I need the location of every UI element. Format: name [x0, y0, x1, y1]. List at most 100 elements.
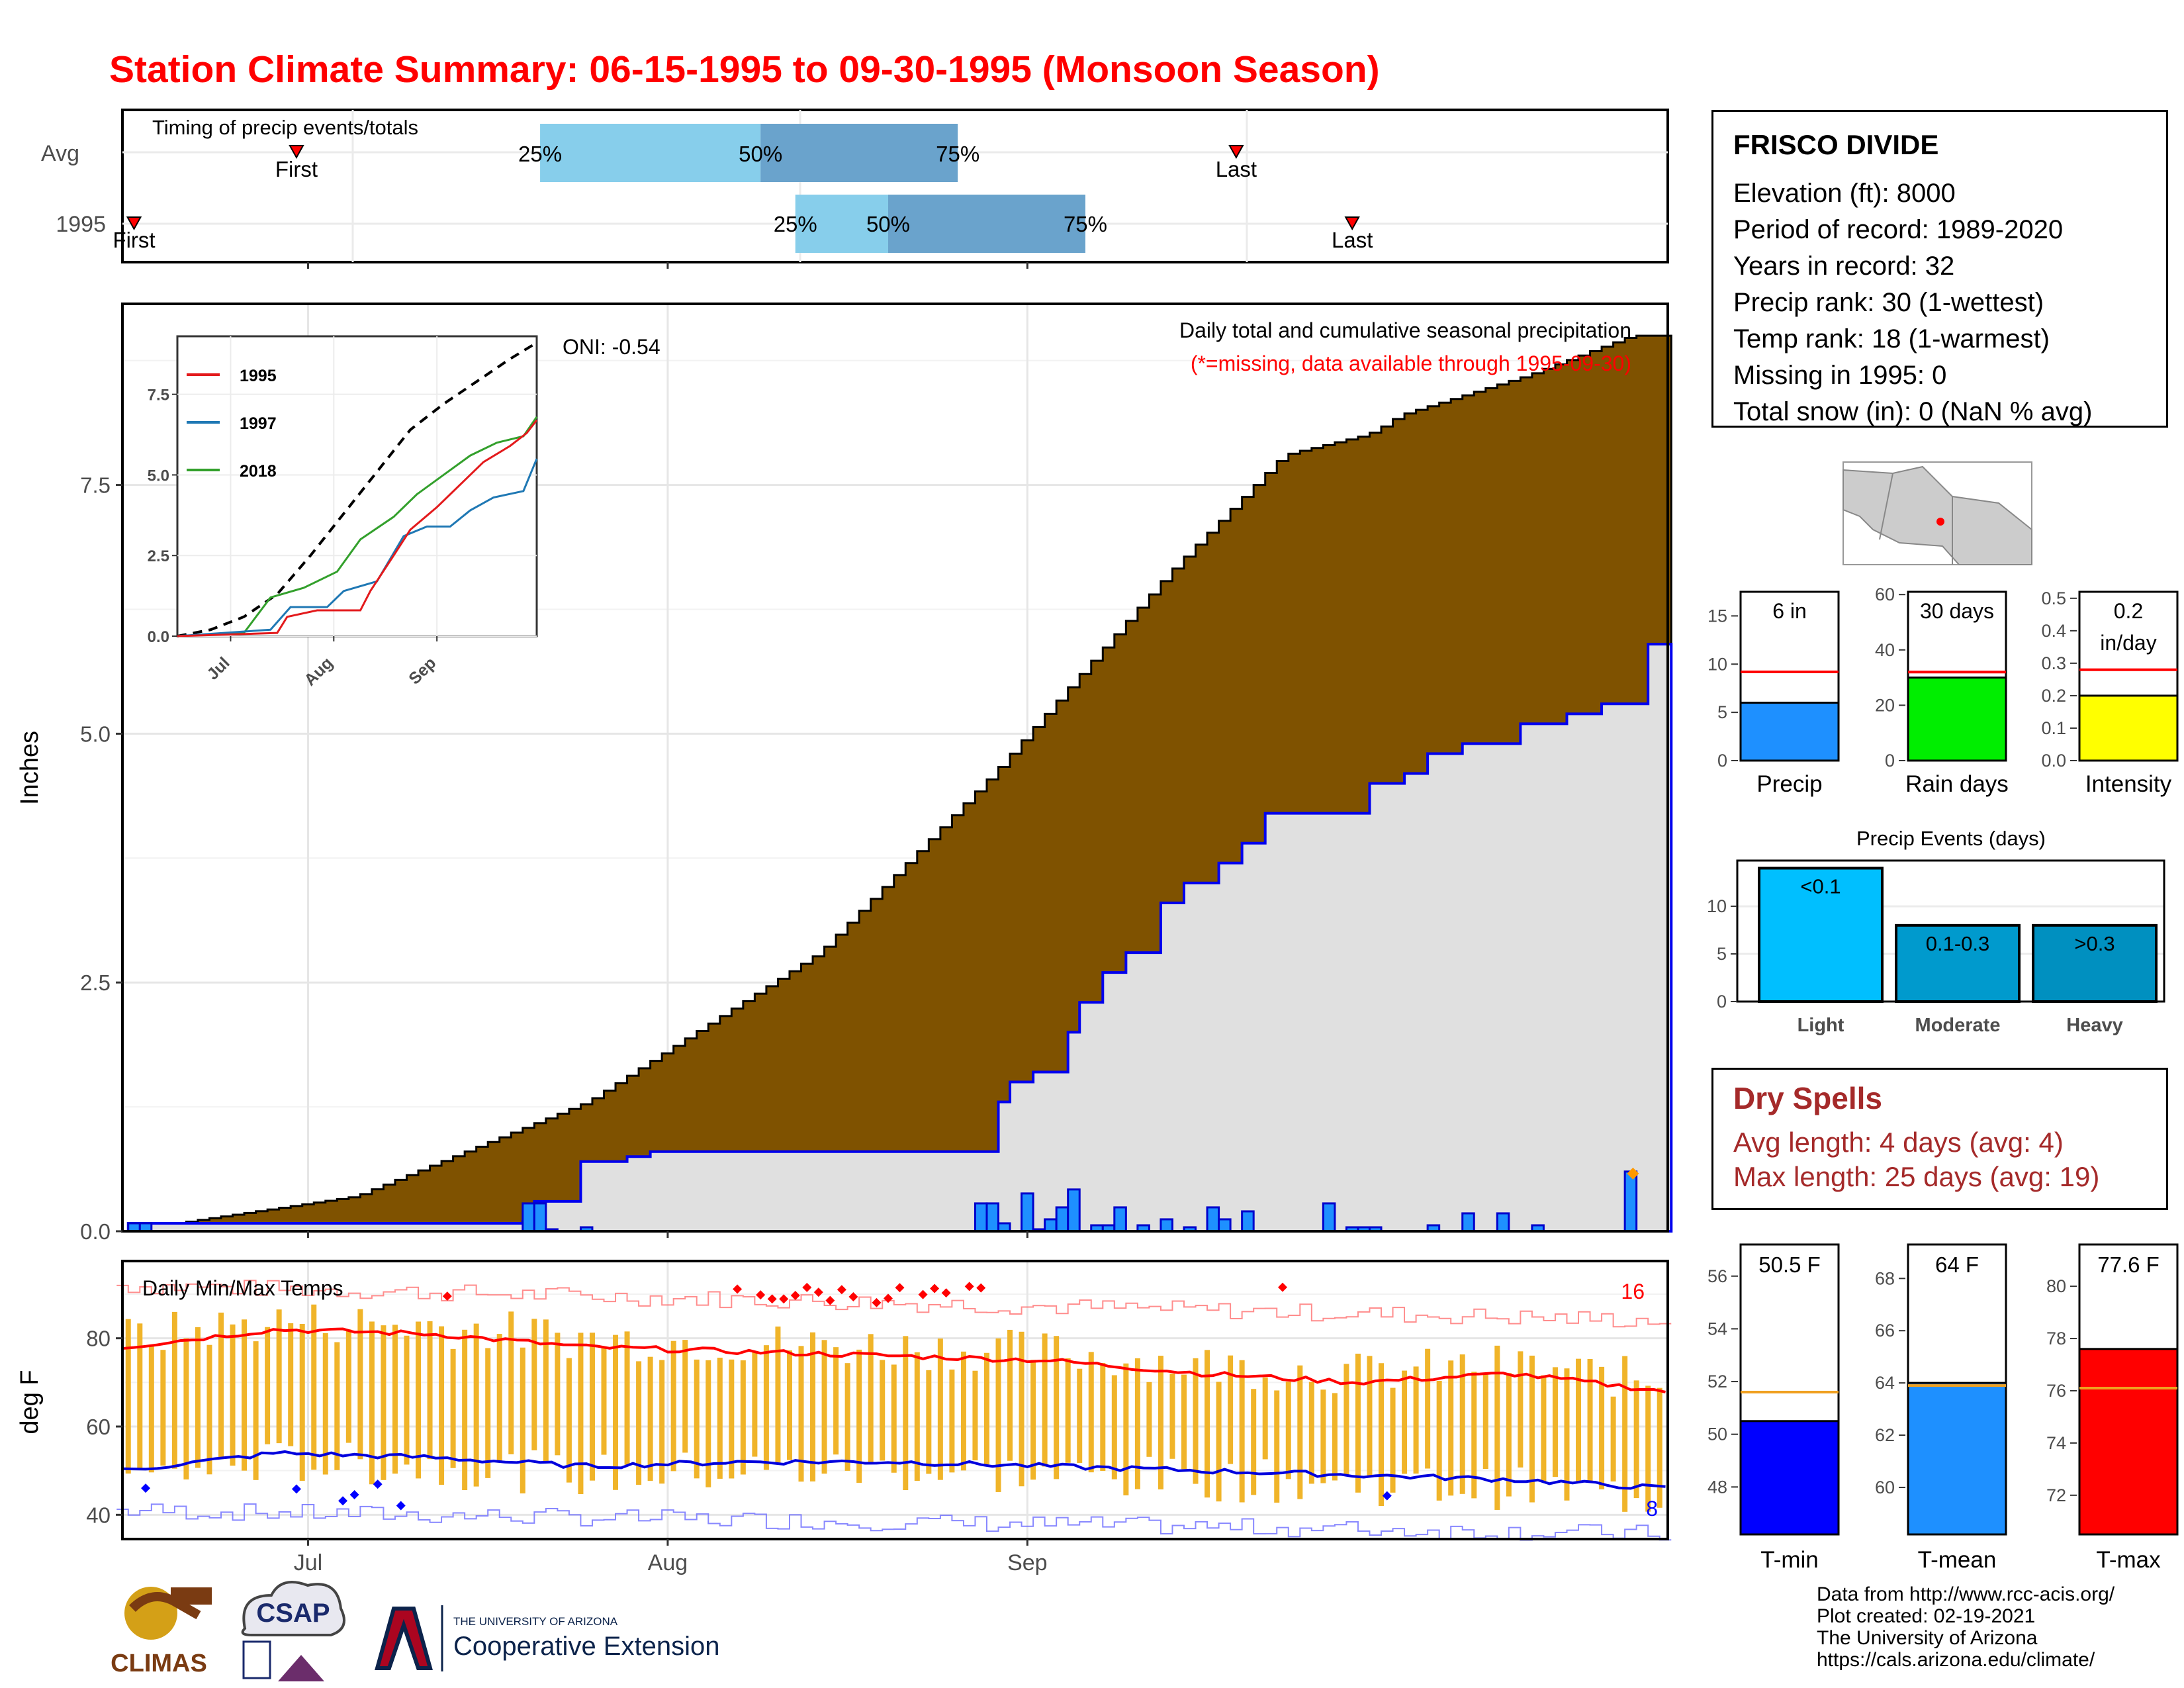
temp-daily-bar	[1216, 1382, 1222, 1502]
temp-daily-bar	[995, 1338, 1001, 1492]
temp-summary-tick-label: 48	[1707, 1477, 1727, 1497]
precip-panel-subtitle: (*=missing, data available through 1995-…	[1191, 352, 1631, 375]
summary-bar-tick-label: 0.2	[2041, 686, 2066, 706]
temp-daily-bar	[1042, 1333, 1048, 1467]
temp-daily-bar	[1019, 1331, 1024, 1487]
temp-daily-bar	[1100, 1363, 1106, 1471]
temp-daily-bar	[1088, 1352, 1094, 1473]
temp-daily-bar	[462, 1329, 468, 1490]
climas-logo: CLIMAS	[111, 1587, 212, 1677]
temp-daily-bar	[1251, 1389, 1257, 1495]
temp-summary-tick-label: 56	[1707, 1266, 1727, 1286]
events-panel-frame	[1736, 859, 2165, 1003]
temp-record-high-marker	[825, 1295, 835, 1305]
temp-daily-bar	[1541, 1375, 1547, 1481]
inset-y-tick-label: 7.5	[148, 387, 169, 404]
temp-daily-bar	[1622, 1356, 1628, 1512]
temp-record-high-marker	[813, 1288, 823, 1297]
temp-daily-bar	[392, 1325, 398, 1474]
temp-record-high-count: 16	[1621, 1280, 1645, 1303]
temp-daily-bar	[265, 1327, 271, 1444]
temp-daily-bar	[218, 1312, 224, 1458]
temp-daily-bar	[1077, 1368, 1083, 1463]
timing-panel: Avg 1995 Timing of precip events/totals …	[41, 109, 1669, 263]
dry-spells-box: Dry Spells Avg length: 4 days (avg: 4) M…	[1711, 1068, 2168, 1210]
temp-daily-bar	[752, 1351, 758, 1457]
climas-logo-text: CLIMAS	[111, 1650, 207, 1677]
temp-daily-bar	[496, 1334, 502, 1463]
map-state-border	[1879, 473, 1893, 540]
ua-line1: THE UNIVERSITY OF ARIZONA	[453, 1615, 618, 1628]
temp-summary-tick-label: 78	[2046, 1329, 2066, 1348]
temp-daily-bar	[1367, 1356, 1373, 1477]
temp-summary-charts: 50.5 F T-min 48 50 52 54 56 64 F T-mean 60 62 64 66 6…	[1707, 1243, 2179, 1573]
temp-summary-tick-label: 76	[2046, 1381, 2066, 1401]
temp-daily-bar	[1657, 1387, 1662, 1508]
inset-legend-2018: 2018	[240, 462, 277, 481]
credit-plot-date: Plot created: 02-19-2021	[1817, 1605, 2036, 1627]
events-tick-label: 5	[1717, 944, 1727, 964]
temp-record-high-marker	[872, 1297, 882, 1307]
inset-y-tick-label: 2.5	[148, 547, 169, 565]
csap-bars-icon	[242, 1640, 271, 1679]
timing-avg-q25-label: 25%	[518, 142, 562, 166]
temp-daily-bar	[705, 1360, 711, 1487]
summary-bar-tick-label: 0.3	[2041, 653, 2066, 673]
station-snow: Total snow (in): 0 (NaN % avg)	[1733, 397, 2093, 426]
temp-daily-bar	[1239, 1360, 1245, 1503]
temp-daily-bar	[288, 1323, 294, 1446]
temp-daily-bar	[926, 1370, 932, 1474]
timing-1995-first-label: First	[113, 228, 155, 252]
dry-spells-title: Dry Spells	[1733, 1081, 1882, 1115]
temp-summary-text: 50.5 F	[1758, 1252, 1821, 1277]
map-station-marker	[1936, 518, 1944, 526]
precip-panel-title: Daily total and cumulative seasonal prec…	[1179, 318, 1631, 342]
temp-daily-bar	[322, 1333, 328, 1475]
summary-bar-value	[1739, 702, 1840, 762]
temp-daily-bar	[148, 1344, 154, 1473]
temp-summary-tick-label: 68	[1875, 1268, 1895, 1288]
temp-daily-bar	[1343, 1364, 1349, 1476]
temp-summary-tick-label: 80	[2046, 1276, 2066, 1296]
temp-y-axis-label: deg F	[16, 1370, 44, 1434]
summary-bar-tick-label: 5	[1717, 702, 1727, 722]
temp-y-tick-label: 80	[86, 1327, 111, 1351]
temp-daily-bar	[937, 1338, 943, 1480]
precip-daily-bar	[533, 1202, 547, 1233]
inset-1997-line	[177, 458, 538, 637]
temp-daily-bar	[1228, 1355, 1234, 1464]
events-bar-text: >0.3	[2074, 932, 2115, 955]
inset-gridlines	[177, 336, 537, 637]
temp-record-low-marker	[349, 1490, 359, 1500]
precip-panel: 0.0 2.5 5.0 7.5 Daily total and cumulative …	[16, 303, 1673, 1244]
ua-line2: Cooperative Extension	[453, 1632, 719, 1661]
events-bar-label: Heavy	[2066, 1015, 2122, 1036]
inset-2018-line	[177, 416, 538, 637]
temp-daily-bar	[589, 1333, 595, 1481]
summary-bar-tick-label: 60	[1875, 585, 1895, 604]
credit-data-source: Data from http://www.rcc-acis.org/	[1817, 1583, 2115, 1605]
inset-y-tick-label: 5.0	[148, 467, 169, 485]
temp-record-high-marker	[767, 1294, 777, 1304]
temp-daily-bar	[1645, 1385, 1651, 1512]
temp-daily-bar	[369, 1321, 375, 1485]
summary-bar-tick-label: 0.1	[2041, 718, 2066, 738]
temp-summary-tick-label: 72	[2046, 1485, 2066, 1505]
temp-summary-tick-label: 64	[1875, 1373, 1895, 1393]
summary-bar-label: Precip	[1756, 771, 1822, 797]
temp-record-max-line	[116, 1280, 1672, 1328]
summary-bar-tick-label: 40	[1875, 640, 1895, 660]
temp-daily-bar	[740, 1360, 746, 1475]
timing-1995-q50-q75-bar	[887, 195, 1085, 253]
temp-summary-tick-label: 62	[1875, 1425, 1895, 1445]
temp-daily-bar	[844, 1363, 850, 1471]
temp-daily-bar	[1390, 1387, 1396, 1493]
temp-daily-bar	[1274, 1390, 1280, 1503]
temp-daily-bar	[891, 1364, 897, 1473]
temp-daily-bar	[1599, 1366, 1605, 1489]
timing-1995-q50-label: 50%	[866, 212, 910, 236]
timing-avg-q50-q75-bar	[760, 124, 958, 182]
temp-daily-bar	[601, 1347, 607, 1455]
precip-y-tick-label: 7.5	[80, 473, 111, 498]
temp-daily-bar	[1030, 1360, 1036, 1480]
